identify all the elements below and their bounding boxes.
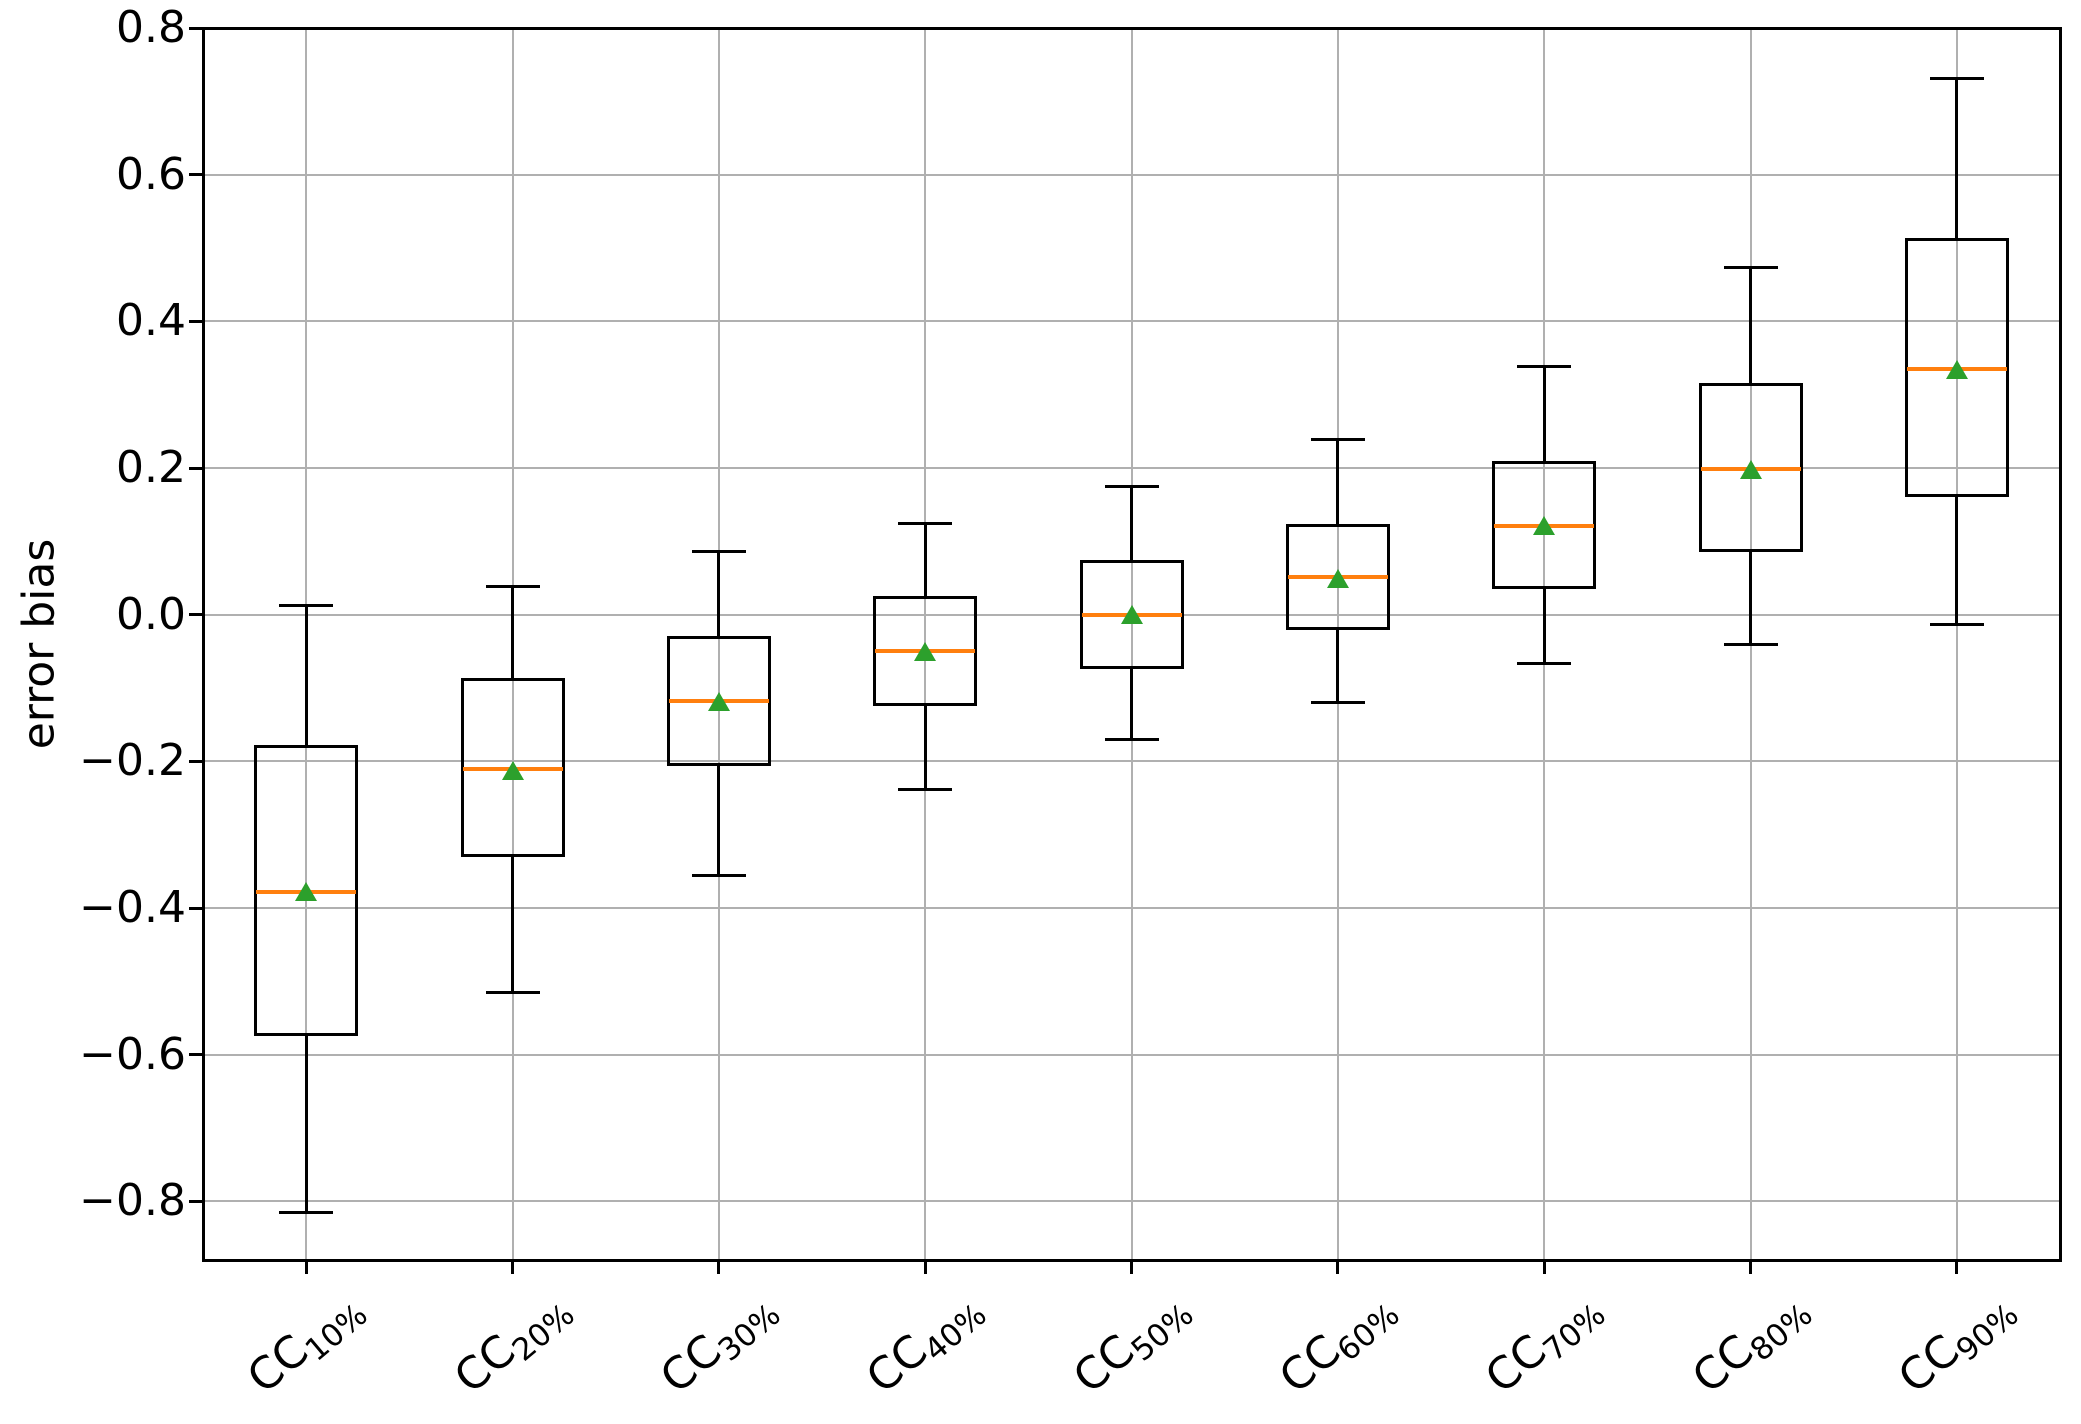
box-CC70% [1492,461,1597,589]
box-CC30% [666,635,771,766]
whisker-cap-upper [1310,437,1365,441]
whisker-cap-lower [1104,737,1159,741]
y-tick-label: −0.8 [79,1175,186,1227]
v-gridline [1955,28,1958,1260]
whisker-upper [304,605,308,746]
y-tick [189,26,202,30]
mean-marker [1326,568,1349,588]
y-tick [189,1053,202,1057]
x-tick-label: CC30% [651,1281,788,1406]
x-tick-label: CC10% [238,1281,375,1406]
y-tick-label: 0.0 [116,588,186,640]
whisker-upper [1955,78,1959,238]
x-tick [923,1261,927,1274]
box-CC80% [1698,382,1803,552]
whisker-cap-lower [1517,662,1572,666]
whisker-upper [1749,267,1752,383]
x-tick [1130,1261,1133,1274]
y-tick-label: −0.4 [79,882,186,933]
x-tick [1955,1261,1959,1274]
x-tick [304,1261,308,1274]
whisker-upper [1542,366,1546,462]
x-tick-label: CC70% [1476,1281,1613,1406]
v-gridline [717,28,720,1260]
whisker-cap-upper [1517,364,1572,368]
whisker-cap-lower [898,787,953,791]
y-tick-label: −0.6 [79,1028,186,1080]
box-CC10% [254,745,359,1037]
whisker-lower [1542,589,1546,664]
whisker-lower [1130,668,1133,740]
x-tick [1542,1261,1546,1274]
whisker-cap-upper [279,604,334,608]
mean-marker [1739,459,1762,479]
mean-marker [1533,516,1556,536]
y-axis-label: error bias [13,538,65,750]
box-CC20% [460,677,565,857]
whisker-upper [923,523,927,596]
y-tick [189,759,202,763]
whisker-upper [1130,486,1133,561]
mean-marker [707,691,730,711]
whisker-lower [923,705,927,790]
mean-marker [1945,360,1968,380]
whisker-upper [1336,439,1340,524]
y-tick [189,173,202,177]
whisker-cap-upper [1929,77,1984,81]
whisker-cap-lower [279,1210,334,1214]
x-tick-label: CC40% [857,1281,994,1406]
box-CC90% [1904,237,2009,498]
whisker-upper [717,551,721,636]
whisker-lower [1336,630,1340,703]
mean-marker [914,641,937,661]
mean-marker [501,760,524,780]
whisker-cap-lower [1723,642,1778,646]
x-tick [717,1261,721,1274]
y-tick-label: −0.2 [79,735,186,787]
whisker-lower [1749,551,1752,644]
box-CC40% [873,595,978,706]
y-tick [189,319,202,323]
y-tick [189,466,202,470]
x-tick-label: CC80% [1683,1281,1820,1406]
mean-marker [295,882,318,902]
whisker-upper [511,586,514,678]
v-gridline [1130,28,1133,1260]
whisker-cap-upper [1723,266,1778,270]
whisker-cap-lower [1310,701,1365,705]
y-tick-label: 0.2 [116,442,186,493]
box-CC50% [1079,560,1184,669]
y-tick-label: 0.6 [116,148,186,200]
whisker-cap-lower [1929,623,1984,627]
x-tick [1749,1261,1752,1274]
whisker-lower [717,765,721,876]
x-tick-label: CC20% [445,1281,582,1406]
mean-marker [1120,605,1143,625]
y-tick [189,906,202,910]
x-tick [511,1261,514,1274]
whisker-cap-upper [691,550,746,554]
x-tick-label: CC90% [1889,1281,2026,1406]
whisker-lower [1955,497,1959,625]
whisker-cap-upper [485,585,540,589]
plot-area-border [201,26,2062,1262]
y-tick [189,1199,202,1203]
x-tick [1336,1261,1340,1274]
whisker-cap-lower [485,990,540,994]
x-tick-label: CC50% [1064,1281,1201,1406]
y-tick [189,613,202,617]
y-tick-label: 0.8 [116,2,186,53]
x-tick-label: CC60% [1270,1281,1407,1406]
y-tick-label: 0.4 [116,295,186,347]
whisker-cap-upper [1104,484,1159,488]
whisker-lower [511,856,514,993]
whisker-cap-lower [691,874,746,878]
box-CC60% [1285,523,1390,631]
whisker-cap-upper [898,522,953,526]
whisker-lower [304,1036,308,1213]
